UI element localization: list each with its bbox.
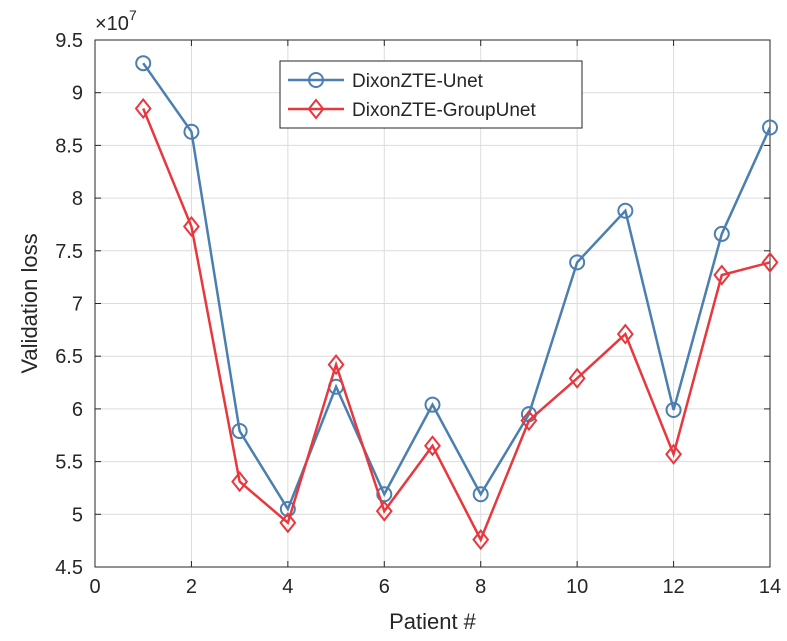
x-tick-label: 12 [662, 576, 684, 598]
y-tick-label: 8.5 [55, 135, 83, 157]
y-exponent-base: ×10 [95, 13, 129, 35]
series-layer [134, 55, 779, 551]
y-tick-label: 9.5 [55, 30, 83, 52]
y-exponent-power: 7 [129, 7, 137, 23]
legend-items: DixonZTE-Unet DixonZTE-GroupUnet [288, 71, 536, 121]
y-tick-label: 4.5 [55, 557, 83, 579]
x-tick-label: 8 [475, 576, 486, 598]
data-point [761, 251, 779, 273]
y-tick-label: 5.5 [55, 452, 83, 474]
x-tick-label: 10 [566, 576, 588, 598]
data-point [231, 471, 249, 493]
legend-label: DixonZTE-Unet [352, 71, 484, 92]
series-dixonzte-groupunet [134, 97, 779, 551]
x-tick-label: 4 [282, 576, 293, 598]
legend: DixonZTE-Unet DixonZTE-GroupUnet [279, 60, 583, 129]
data-point [231, 423, 248, 440]
x-tick-label: 0 [89, 576, 100, 598]
data-point [134, 97, 152, 120]
data-point [520, 409, 538, 432]
y-axis-label: Validation loss [17, 233, 42, 373]
y-tick-label: 6.5 [55, 346, 83, 368]
data-point [713, 264, 731, 286]
x-tick-label: 2 [186, 576, 197, 598]
data-point [568, 367, 586, 389]
y-tick-label: 7.5 [55, 241, 83, 263]
legend-marker [307, 98, 325, 120]
data-point [616, 323, 634, 345]
data-point [424, 396, 441, 413]
data-point [665, 401, 682, 418]
y-tick-label: 6 [72, 399, 83, 421]
series-line [142, 62, 772, 512]
legend-marker [308, 72, 324, 88]
x-tick-label: 14 [759, 576, 781, 598]
data-point [472, 528, 490, 551]
x-axis-label: Patient # [389, 609, 477, 634]
legend-box [279, 60, 583, 129]
data-point [424, 435, 441, 457]
series-line [142, 108, 771, 543]
data-point [135, 55, 152, 72]
data-point [569, 254, 586, 271]
y-tick-label: 5 [72, 504, 83, 526]
legend-entry: DixonZTE-GroupUnet [288, 98, 536, 121]
data-point [617, 202, 634, 219]
y-tick-label: 9 [72, 83, 83, 105]
data-point [183, 123, 200, 140]
y-exponent-label: ×107 [95, 7, 137, 35]
y-tick-label: 8 [72, 188, 83, 210]
data-point [472, 486, 489, 503]
x-tick-label: 6 [379, 576, 390, 598]
data-point [279, 512, 297, 534]
data-point [762, 119, 778, 136]
data-point [713, 225, 730, 242]
data-point [327, 354, 345, 376]
axis-ticks: 0 2 4 6 8 10 12 14 4.5 5 5.5 6 6.5 7 7.5 8 8.5 9 9.5 [55, 30, 781, 598]
legend-entry: DixonZTE-Unet [288, 71, 484, 92]
y-tick-label: 7 [72, 294, 83, 316]
legend-label: DixonZTE-GroupUnet [352, 100, 536, 121]
data-point [375, 500, 393, 522]
data-point [279, 501, 296, 518]
data-point [665, 443, 683, 465]
data-point [182, 215, 200, 238]
